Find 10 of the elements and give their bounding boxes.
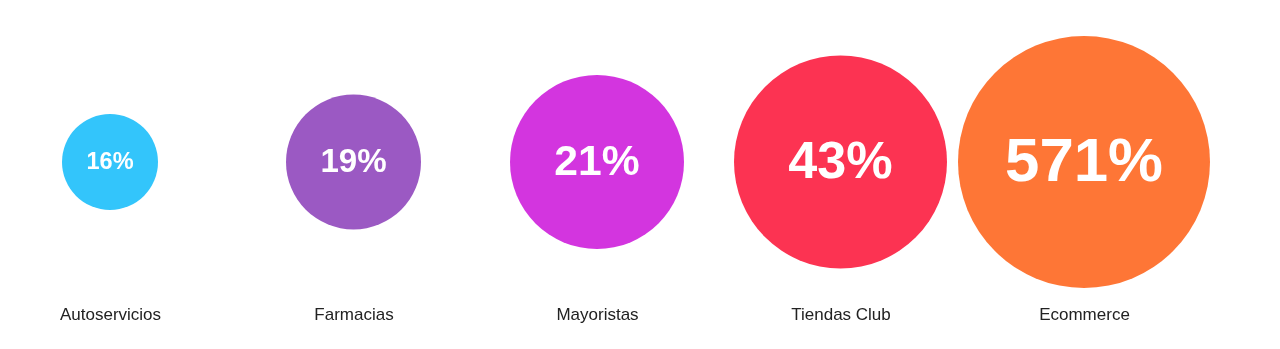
data-label: 571% [1005,125,1163,194]
category-label: Tiendas Club [791,304,891,324]
category-label: Mayoristas [556,304,639,324]
category-label: Autoservicios [59,304,162,324]
category-label: Ecommerce [1039,304,1130,324]
data-label: 19% [320,142,387,179]
data-label: 16% [86,148,134,174]
data-label: 21% [554,136,640,184]
category-label: Farmacias [314,304,394,324]
data-label: 43% [788,131,893,189]
